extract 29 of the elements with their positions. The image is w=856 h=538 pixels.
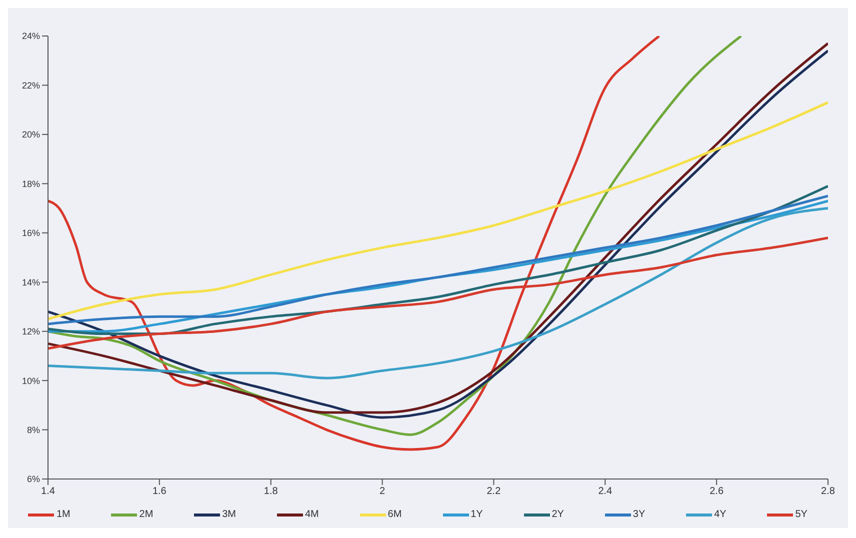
y-tick-label: 6%	[26, 474, 40, 484]
x-tick-label: 2	[380, 486, 386, 498]
line-series	[48, 101, 828, 320]
legend-label: 2M	[139, 509, 154, 520]
legend-label: 3M	[222, 509, 236, 520]
y-tick-label: 18%	[22, 178, 40, 189]
legend-label: 4Y	[714, 509, 726, 520]
x-tick-label: 1.6	[152, 486, 167, 498]
x-tick-label: 2.4	[598, 486, 613, 498]
legend-label: 1M	[56, 509, 70, 520]
x-tick-label: 2.8	[821, 486, 836, 498]
legend-label: 3Y	[632, 509, 646, 520]
legend-label: 2Y	[552, 509, 564, 520]
x-tick-label: 1.4	[41, 486, 56, 498]
legend-label: 5Y	[795, 509, 808, 520]
y-tick-label: 10%	[22, 376, 40, 386]
y-tick-label: 24%	[22, 31, 40, 42]
legend-label: 4M	[304, 509, 319, 520]
y-tick-label: 20%	[22, 130, 40, 140]
y-tick-label: 8%	[26, 424, 40, 435]
legend-label: 6M	[388, 509, 402, 520]
y-tick-label: 16%	[22, 228, 40, 238]
y-tick-label: 14%	[22, 277, 40, 288]
legend-label: 1Y	[470, 509, 483, 520]
x-tick-label: 2.6	[710, 486, 724, 498]
y-tick-label: 12%	[22, 326, 40, 337]
x-tick-label: 2.2	[486, 486, 502, 498]
y-tick-label: 22%	[22, 80, 40, 90]
x-tick-label: 1.8	[264, 486, 278, 498]
